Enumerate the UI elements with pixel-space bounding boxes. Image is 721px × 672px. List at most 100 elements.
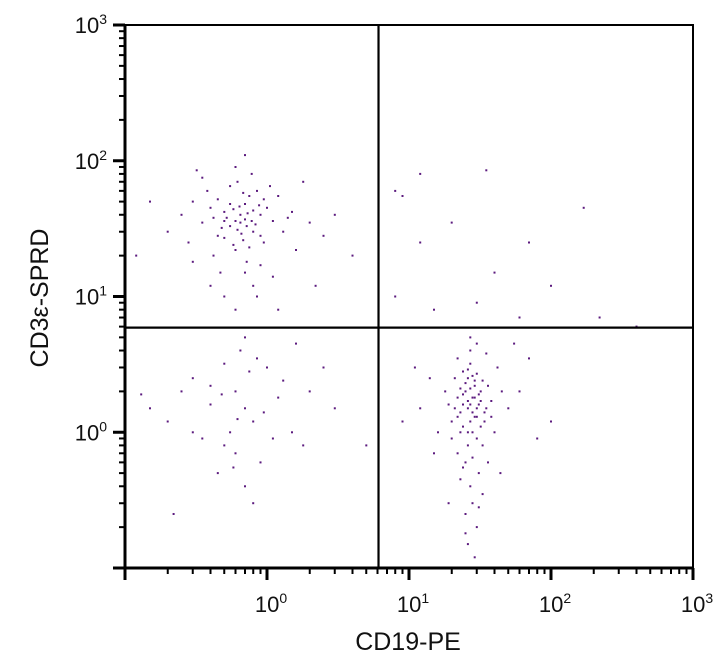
data-point	[471, 431, 474, 434]
x-axis-title: CD19-PE	[355, 628, 461, 656]
data-point	[219, 271, 222, 274]
data-point	[229, 203, 232, 205]
data-point	[471, 374, 474, 377]
data-point	[244, 485, 246, 488]
data-point	[598, 316, 601, 319]
data-point	[286, 216, 289, 219]
data-point	[413, 366, 416, 369]
data-point	[475, 526, 478, 529]
data-point	[242, 239, 245, 242]
data-point	[308, 221, 311, 224]
data-point	[282, 230, 285, 233]
data-point	[252, 284, 255, 287]
data-point	[195, 169, 198, 172]
data-point	[453, 407, 456, 410]
data-point	[469, 420, 472, 423]
data-point	[469, 485, 472, 488]
data-point	[462, 425, 464, 428]
data-point	[464, 532, 467, 535]
data-point	[473, 396, 476, 399]
data-point	[209, 284, 212, 287]
data-point	[201, 221, 204, 224]
data-point	[481, 379, 484, 382]
data-point	[456, 396, 459, 399]
data-point	[464, 461, 467, 464]
data-point	[166, 230, 169, 233]
data-point	[450, 221, 453, 224]
data-point	[216, 234, 219, 237]
data-point	[483, 420, 486, 423]
data-point	[259, 461, 262, 464]
data-point	[295, 249, 297, 251]
data-point	[528, 241, 530, 244]
data-point	[225, 216, 228, 219]
data-point	[447, 403, 450, 406]
quadrant-gates	[125, 25, 693, 568]
data-point	[493, 271, 496, 274]
data-point	[254, 223, 257, 226]
data-point	[172, 513, 175, 515]
x-tick-label: 100	[255, 590, 287, 617]
data-point	[394, 295, 397, 298]
data-point	[262, 198, 265, 201]
data-point	[250, 172, 253, 175]
data-point	[302, 180, 305, 183]
data-point	[252, 209, 255, 212]
x-tick-label: 103	[681, 590, 713, 617]
x-tick-label: 102	[539, 590, 571, 617]
data-point	[266, 206, 268, 209]
data-point	[271, 275, 274, 278]
data-point	[238, 205, 241, 208]
data-point	[191, 431, 194, 434]
data-point	[394, 189, 397, 192]
data-point	[459, 387, 462, 390]
data-point	[271, 437, 274, 440]
data-point	[401, 195, 404, 197]
data-point	[256, 295, 258, 298]
data-point	[322, 234, 325, 237]
data-point	[206, 189, 209, 192]
data-point	[469, 362, 472, 365]
data-point	[450, 437, 453, 440]
data-point	[140, 393, 143, 396]
data-point	[291, 431, 293, 434]
data-point	[456, 357, 459, 360]
data-point	[242, 191, 245, 194]
data-point	[473, 379, 476, 382]
data-point	[447, 502, 450, 505]
data-point	[333, 213, 336, 216]
data-point	[453, 377, 456, 380]
data-point	[401, 420, 404, 423]
data-point	[477, 506, 480, 509]
data-point	[466, 407, 469, 410]
y-tick-label: 101	[75, 283, 107, 310]
data-point	[550, 420, 552, 423]
data-point	[462, 466, 464, 469]
data-point	[365, 444, 368, 447]
data-point	[234, 220, 237, 222]
y-tick-label: 103	[75, 11, 107, 38]
data-point	[466, 377, 469, 380]
data-point	[473, 384, 476, 387]
data-point	[582, 206, 585, 209]
axes	[113, 23, 695, 580]
data-point	[209, 384, 212, 387]
data-point	[466, 444, 469, 447]
data-point	[191, 200, 194, 203]
data-point	[351, 254, 354, 257]
data-point	[135, 254, 138, 257]
data-point	[229, 185, 232, 188]
data-point	[483, 411, 486, 414]
data-point	[246, 212, 249, 215]
data-point	[475, 301, 478, 304]
data-point	[471, 502, 474, 505]
data-point	[487, 384, 489, 387]
data-point	[428, 377, 431, 380]
data-point	[244, 271, 246, 274]
y-tick-label: 100	[75, 418, 107, 445]
data-point	[262, 241, 265, 244]
data-point	[220, 226, 223, 229]
data-point	[471, 456, 474, 459]
data-point	[223, 295, 226, 298]
